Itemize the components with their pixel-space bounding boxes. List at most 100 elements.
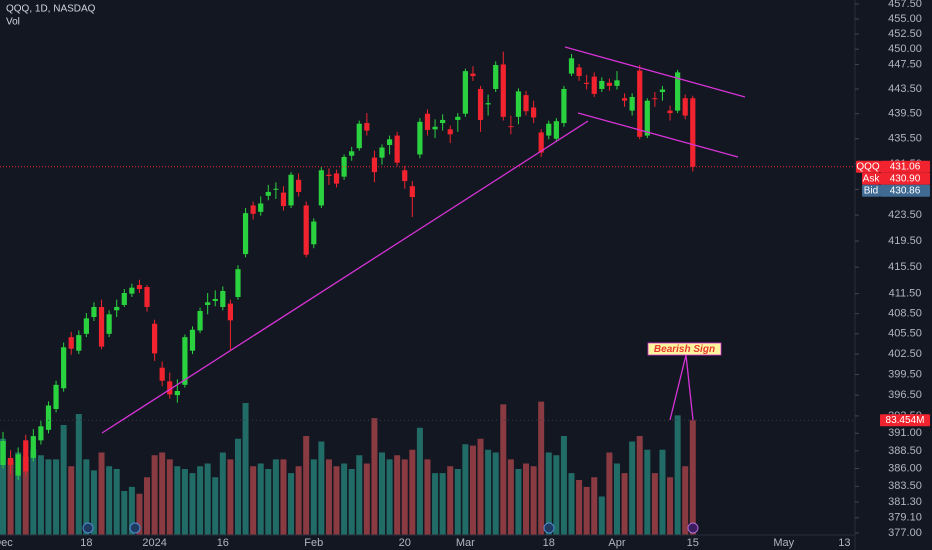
volume-bar	[591, 477, 598, 535]
volume-bar	[507, 459, 514, 535]
candle-body	[227, 303, 233, 321]
candle-body	[273, 188, 279, 190]
candle-body	[538, 132, 544, 153]
channel-upper	[564, 46, 746, 98]
event-icon[interactable]	[129, 522, 141, 534]
x-tick-label: 16	[217, 537, 229, 549]
candle-body	[652, 98, 658, 100]
candle-body	[386, 139, 393, 145]
y-tick-label: 402.50	[888, 348, 922, 360]
volume-bar	[416, 427, 423, 535]
candle-body	[280, 192, 287, 207]
candle-body	[553, 121, 559, 139]
candle-body	[235, 269, 241, 297]
candle-body	[152, 323, 158, 354]
volume-bar	[515, 469, 522, 535]
candle-body	[379, 147, 385, 158]
y-tick-label: 450.00	[888, 43, 922, 55]
candle-body	[189, 329, 196, 351]
volume-bar	[189, 473, 196, 535]
quote-ask: 430.90	[890, 173, 921, 184]
quote-symbol: QQQ	[856, 161, 880, 172]
candle-body	[83, 318, 89, 334]
candle-body	[644, 100, 650, 136]
volume-bar	[98, 452, 105, 535]
candle-body	[15, 454, 21, 476]
candle-body	[470, 73, 476, 77]
volume-bar	[242, 403, 249, 535]
volume-layer	[0, 401, 696, 535]
event-icons	[82, 522, 699, 534]
candle-body	[402, 170, 408, 182]
quote-last-box	[880, 160, 930, 173]
volume-bar	[523, 463, 530, 535]
volume-bar	[318, 441, 325, 535]
y-tick-label: 455.00	[888, 13, 922, 25]
candle-body	[500, 64, 506, 117]
candle-body	[341, 156, 347, 177]
volume-bar	[325, 459, 332, 535]
candle-body	[114, 306, 120, 311]
volume-bar	[469, 445, 476, 535]
volume-bar	[386, 459, 393, 535]
candle-body	[455, 116, 461, 120]
candle-body	[424, 113, 431, 130]
quote-ask-name: Ask	[863, 173, 881, 184]
candle-body	[493, 65, 499, 89]
volume-bar	[568, 473, 575, 535]
y-tick-label: 439.50	[888, 108, 922, 120]
volume-bar	[553, 455, 560, 535]
volume-bar	[113, 469, 120, 535]
candle-body	[591, 76, 597, 94]
quote-bid-name-box	[862, 184, 880, 197]
volume-bar	[272, 459, 279, 535]
candle-body	[614, 80, 620, 86]
event-icon[interactable]	[543, 522, 555, 534]
x-tick-label: 20	[399, 537, 411, 549]
candle-body	[182, 337, 188, 385]
candle-body	[485, 103, 491, 105]
y-tick-label: 391.00	[888, 427, 922, 439]
y-tick-label: 386.00	[888, 462, 922, 474]
candle-body	[242, 213, 249, 255]
quote-bid-box	[880, 184, 930, 197]
volume-bar	[485, 449, 492, 535]
volume-bar	[288, 473, 295, 535]
candle-body	[606, 82, 612, 86]
volume-bar	[682, 466, 689, 535]
candle-body	[174, 391, 180, 396]
event-icon[interactable]	[687, 522, 699, 534]
volume-bar	[204, 463, 211, 535]
volume-bar	[310, 459, 317, 535]
candle-body	[326, 174, 332, 176]
x-tick-label: 18	[80, 537, 92, 549]
volume-bar	[462, 444, 469, 535]
volume-bar	[401, 459, 408, 535]
candle-body	[432, 126, 438, 130]
candle-body	[568, 58, 575, 74]
candle-body	[531, 107, 537, 118]
volume-bar	[234, 438, 241, 535]
symbol-line: QQQ, 1D, NASDAQ	[6, 4, 96, 15]
candle-body	[38, 426, 44, 441]
candle-body	[53, 384, 59, 409]
volume-bar	[295, 466, 302, 535]
x-tick-label: 13	[838, 537, 850, 549]
y-tick-label: 447.50	[888, 58, 922, 70]
volume-bar	[629, 441, 636, 535]
volume-bar	[560, 436, 567, 535]
volume-bar	[60, 425, 67, 535]
volume-bar	[166, 459, 173, 535]
volume-bar	[606, 452, 613, 535]
volume-bar	[492, 452, 499, 535]
volume-bar	[128, 486, 135, 535]
x-tick-label: May	[773, 537, 794, 549]
y-tick-label: 377.00	[888, 527, 922, 539]
candle-body	[205, 302, 211, 305]
volume-bar	[136, 493, 143, 535]
volume-bar	[181, 469, 188, 535]
event-icon[interactable]	[82, 522, 94, 534]
volume-bar	[363, 463, 370, 535]
candle-body	[30, 436, 36, 458]
